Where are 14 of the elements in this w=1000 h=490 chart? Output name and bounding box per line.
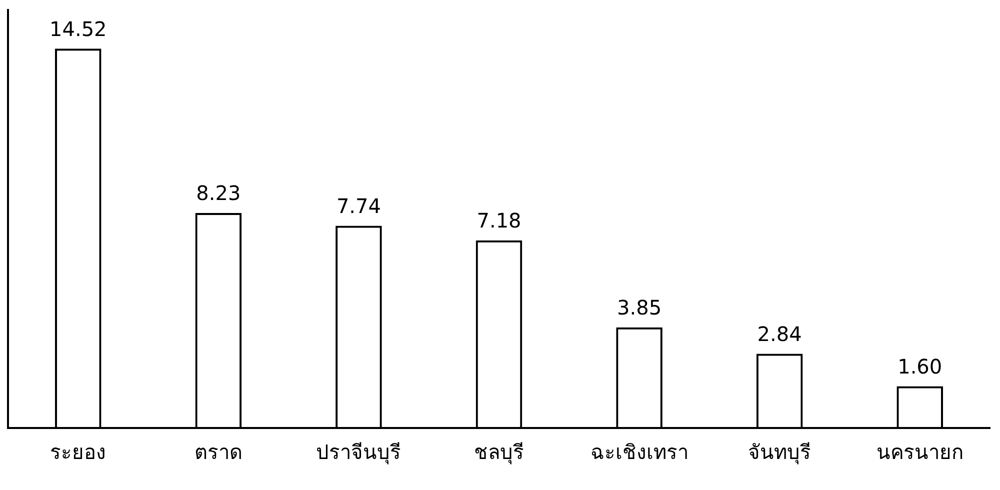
data-label: 8.23	[196, 181, 241, 206]
x-tick-label: นครนายก	[876, 440, 964, 464]
x-tick-label: ฉะเชิงเทรา	[590, 440, 688, 464]
x-tick-label: ปราจีนบุรี	[316, 440, 402, 466]
data-label: 7.74	[336, 194, 381, 218]
x-tick-label: ระยอง	[50, 440, 106, 464]
x-tick-label: จันทบุรี	[748, 440, 812, 466]
x-tick-label: ชลบุรี	[474, 440, 524, 466]
x-tick-label: ตราด	[194, 440, 242, 464]
data-label: 2.84	[757, 322, 802, 346]
data-label: 3.85	[617, 296, 662, 320]
data-label: 1.60	[898, 354, 942, 378]
data-label: 14.52	[50, 16, 107, 41]
data-label: 7.18	[476, 208, 522, 233]
